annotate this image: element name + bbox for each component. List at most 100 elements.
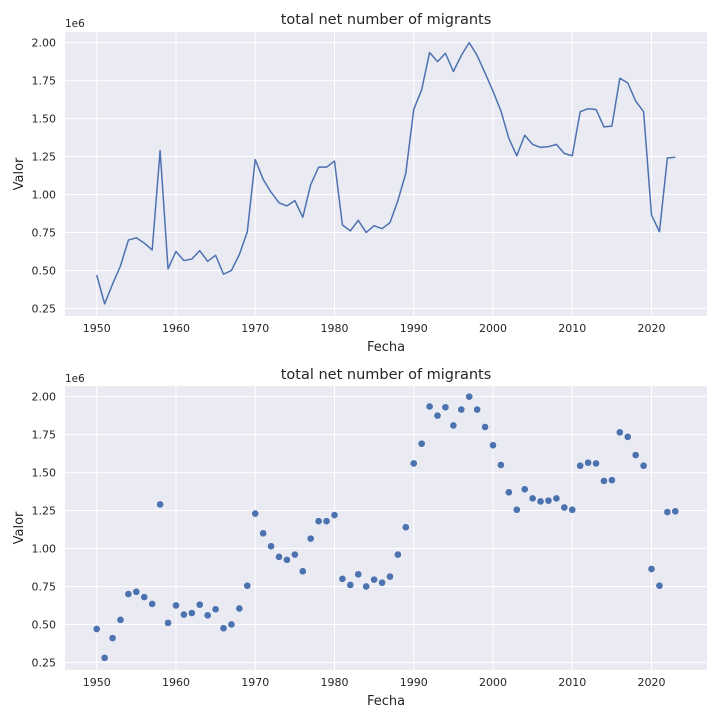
data-line xyxy=(95,41,676,305)
data-point xyxy=(100,654,109,662)
data-point xyxy=(116,616,125,624)
x-tick-label: 1980 xyxy=(320,676,348,689)
data-point xyxy=(631,451,640,459)
data-point xyxy=(267,542,275,551)
data-point xyxy=(536,497,545,506)
data-point xyxy=(671,507,680,516)
data-point xyxy=(600,477,608,485)
x-tick-label: 2010 xyxy=(558,676,586,689)
data-point xyxy=(259,529,267,538)
x-tick-label: 1980 xyxy=(320,322,348,335)
data-point xyxy=(497,461,505,469)
data-point xyxy=(520,485,529,494)
data-point xyxy=(243,581,252,590)
y-tick-label: 2.00 xyxy=(32,391,57,404)
data-point xyxy=(354,570,363,579)
series-line xyxy=(95,41,676,305)
y-tick-label: 0.75 xyxy=(32,226,57,239)
data-point xyxy=(346,581,355,589)
x-axis-label: Fecha xyxy=(367,694,405,709)
data-point xyxy=(306,534,315,543)
data-point xyxy=(164,619,172,627)
x-axis-label: Fecha xyxy=(367,340,405,355)
data-point xyxy=(386,572,394,581)
data-point xyxy=(552,494,561,503)
data-point xyxy=(203,611,212,620)
data-point xyxy=(425,402,434,411)
data-point xyxy=(568,505,577,514)
data-point xyxy=(298,567,307,576)
data-point xyxy=(505,488,513,497)
data-point xyxy=(544,496,553,505)
y-tick-label: 0.50 xyxy=(32,264,57,277)
x-tick-label: 1960 xyxy=(162,322,190,335)
plot-background xyxy=(65,32,707,316)
data-point xyxy=(378,578,386,587)
data-point xyxy=(195,600,204,609)
series-points xyxy=(92,392,680,662)
data-point xyxy=(275,553,283,561)
x-tick-label: 1950 xyxy=(83,676,111,689)
line-chart-panel: 1950 1960 1970 1980 1990 2000 2010 2020 0.25 0.5… xyxy=(12,12,707,355)
data-point xyxy=(465,392,474,401)
data-point xyxy=(592,459,600,468)
y-tick-label: 2.00 xyxy=(32,37,57,50)
data-point xyxy=(362,582,371,591)
y-tick-label: 0.25 xyxy=(32,302,57,315)
y-tick-label: 0.25 xyxy=(32,656,57,669)
x-tick-label: 1970 xyxy=(241,322,269,335)
data-point xyxy=(322,517,331,526)
data-point xyxy=(409,459,418,468)
data-point xyxy=(481,423,489,431)
y-tick-label: 1.00 xyxy=(32,543,57,556)
y-tick-label: 1.75 xyxy=(32,75,57,88)
x-tick-label: 2020 xyxy=(638,676,666,689)
x-tick-label: 2010 xyxy=(558,322,586,335)
data-point xyxy=(584,458,592,467)
data-point xyxy=(330,511,339,519)
data-point xyxy=(639,461,648,470)
x-tick-label: 1970 xyxy=(241,676,269,689)
data-point xyxy=(314,517,323,526)
data-point xyxy=(401,523,410,532)
x-tick-labels: 1950 1960 1970 1980 1990 2000 2010 2020 xyxy=(83,676,666,689)
data-point xyxy=(528,494,537,503)
x-tick-label: 1990 xyxy=(400,322,428,335)
data-point xyxy=(211,605,220,614)
data-point xyxy=(235,604,244,613)
y-tick-label: 1.25 xyxy=(32,505,57,518)
data-point xyxy=(291,550,299,559)
data-point xyxy=(623,433,632,441)
data-point xyxy=(132,587,141,596)
y-axis-label: Valor xyxy=(12,157,27,190)
data-point xyxy=(283,556,291,564)
data-point xyxy=(187,609,196,617)
data-point xyxy=(433,411,442,420)
y-tick-label: 1.00 xyxy=(32,189,57,202)
data-point xyxy=(108,634,117,642)
data-point xyxy=(370,575,378,584)
x-tick-label: 2000 xyxy=(479,676,507,689)
data-point xyxy=(576,461,585,470)
y-multiplier: 1e6 xyxy=(65,18,85,30)
data-point xyxy=(473,405,481,414)
data-point xyxy=(441,403,450,412)
data-point xyxy=(512,505,521,514)
data-point xyxy=(156,500,164,509)
x-tick-label: 2020 xyxy=(638,322,666,335)
data-point xyxy=(394,550,402,559)
plot-background xyxy=(65,386,707,670)
y-multiplier: 1e6 xyxy=(65,373,85,385)
y-tick-label: 1.50 xyxy=(32,113,57,126)
chart-title: total net number of migrants xyxy=(281,12,492,28)
data-point xyxy=(560,503,569,512)
data-point xyxy=(172,601,180,610)
y-tick-label: 0.50 xyxy=(32,618,57,631)
data-point xyxy=(180,610,188,619)
data-point xyxy=(92,625,101,633)
x-tick-label: 1950 xyxy=(83,322,111,335)
x-tick-labels: 1950 1960 1970 1980 1990 2000 2010 2020 xyxy=(83,322,666,335)
scatter-chart-panel: 1950 1960 1970 1980 1990 2000 2010 2020 0.25 0.5… xyxy=(12,367,707,709)
data-point xyxy=(417,439,426,448)
